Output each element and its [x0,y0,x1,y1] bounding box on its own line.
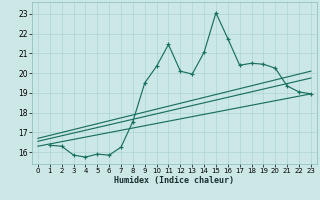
X-axis label: Humidex (Indice chaleur): Humidex (Indice chaleur) [115,176,234,185]
